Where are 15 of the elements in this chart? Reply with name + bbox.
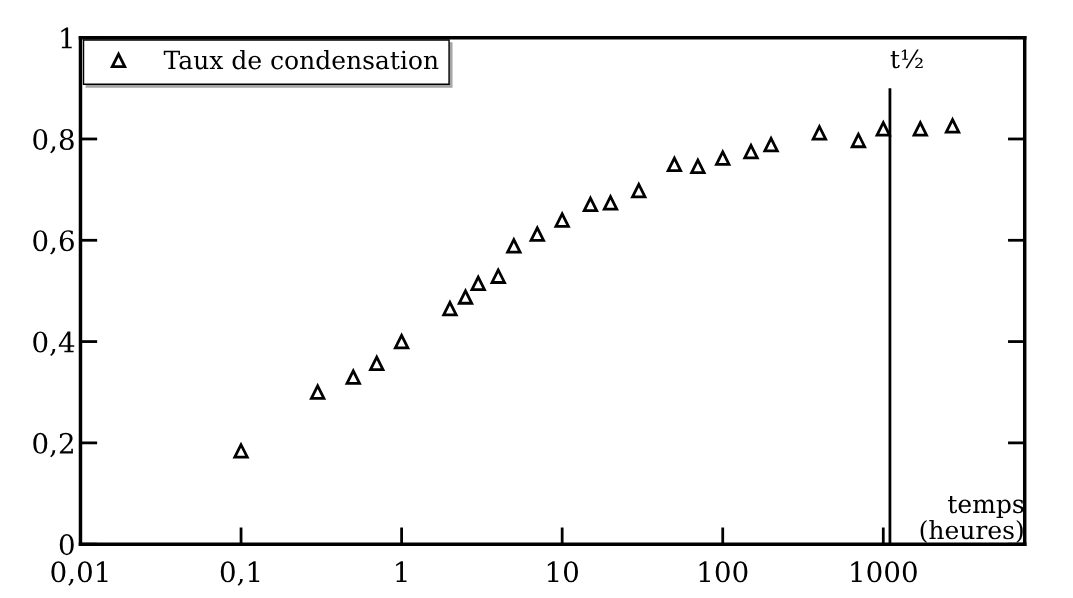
x-tick-label: 1000 [851, 561, 917, 583]
y-tick-label: 0,8 [33, 128, 74, 154]
x-axis-title: temps (heures) [920, 495, 1024, 543]
x-tick-label: 0,01 [51, 561, 108, 586]
y-tick-label: 0,2 [33, 432, 73, 458]
y-tick-label: 0,4 [33, 331, 75, 356]
x-tick-label: 10 [547, 561, 578, 583]
legend-label: Taux de condensation [163, 50, 439, 70]
ref-line-label: t½ [890, 49, 923, 69]
y-tick-label: 0 [59, 534, 74, 556]
x-tick-label: 100 [699, 561, 748, 583]
y-tick-label: 0,6 [33, 230, 74, 255]
y-tick-label: 1 [61, 27, 72, 49]
x-tick-label: 1 [396, 561, 407, 582]
x-tick-label: 0,1 [220, 561, 260, 586]
